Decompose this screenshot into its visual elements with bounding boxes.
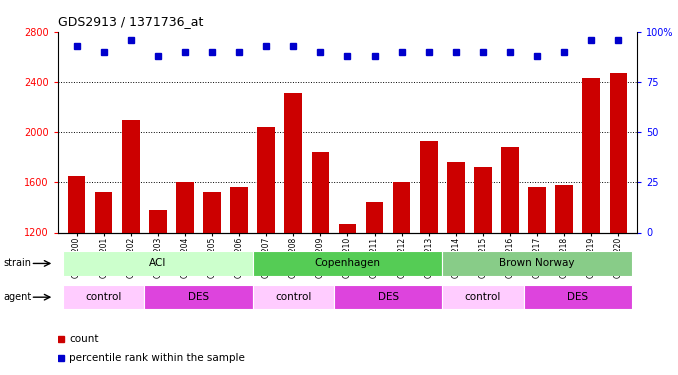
Bar [393, 182, 410, 232]
Bar [334, 285, 442, 309]
Bar [447, 162, 464, 232]
Bar [144, 285, 253, 309]
Bar [258, 127, 275, 232]
Bar [253, 251, 442, 276]
Bar [523, 285, 632, 309]
Bar [231, 188, 248, 232]
Bar [285, 93, 302, 232]
Text: control: control [464, 292, 501, 302]
Text: Brown Norway: Brown Norway [499, 258, 575, 268]
Bar [95, 192, 113, 232]
Bar [610, 73, 627, 232]
Bar [122, 120, 140, 232]
Bar [555, 185, 573, 232]
Bar [203, 192, 221, 232]
Bar [149, 210, 167, 232]
Text: control: control [85, 292, 122, 302]
Bar [68, 176, 85, 232]
Text: DES: DES [378, 292, 399, 302]
Text: percentile rank within the sample: percentile rank within the sample [69, 353, 245, 363]
Bar [312, 152, 330, 232]
Bar [63, 251, 253, 276]
Text: control: control [275, 292, 311, 302]
Bar [474, 167, 492, 232]
Bar [582, 78, 600, 232]
Text: DES: DES [188, 292, 209, 302]
Bar [442, 251, 632, 276]
Bar [528, 188, 546, 232]
Text: ACI: ACI [149, 258, 167, 268]
Bar [63, 285, 144, 309]
Bar [253, 285, 334, 309]
Bar [339, 224, 356, 232]
Text: DES: DES [567, 292, 589, 302]
Bar [365, 202, 383, 232]
Text: agent: agent [3, 292, 32, 302]
Bar [442, 285, 523, 309]
Text: strain: strain [3, 258, 31, 268]
Bar [420, 141, 437, 232]
Bar [176, 182, 194, 232]
Bar [501, 147, 519, 232]
Text: Copenhagen: Copenhagen [315, 258, 380, 268]
Text: count: count [69, 334, 99, 344]
Text: GDS2913 / 1371736_at: GDS2913 / 1371736_at [58, 15, 203, 28]
